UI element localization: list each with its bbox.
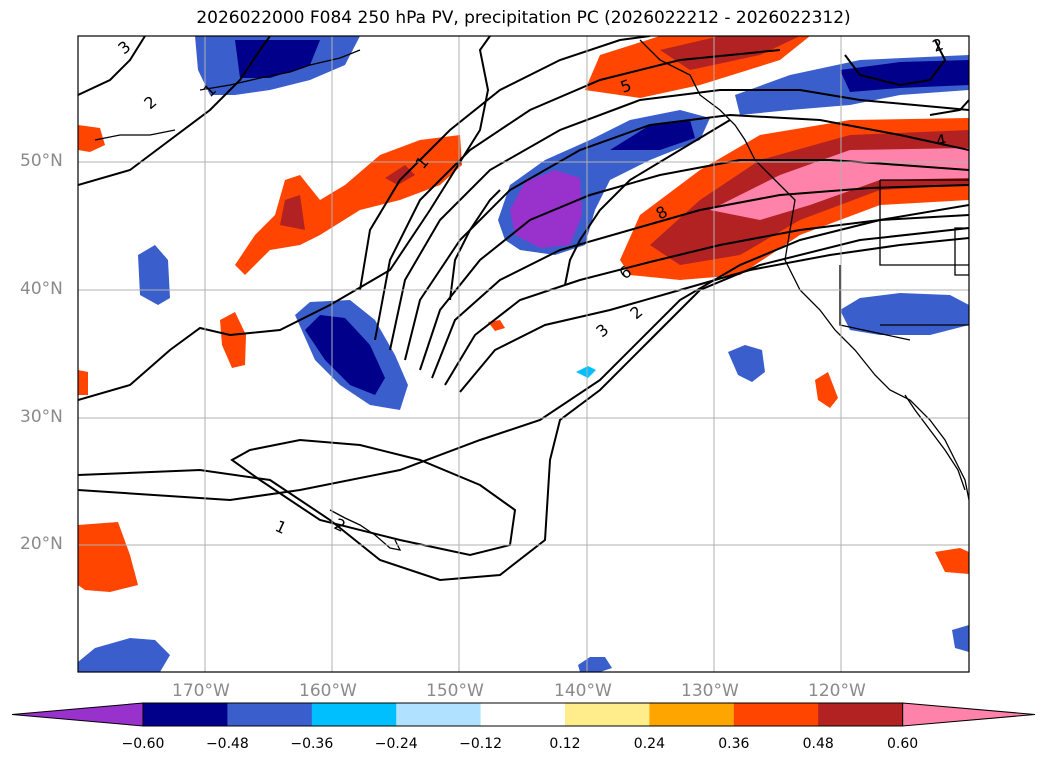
colorbar-segment bbox=[565, 703, 650, 726]
colorbar-tick-label: 0.48 bbox=[802, 736, 834, 752]
lat-label-40n: 40°N bbox=[20, 279, 63, 299]
precip-negative-area bbox=[576, 366, 596, 378]
precip-positive-area bbox=[815, 372, 838, 408]
lon-label-150w: 150°W bbox=[426, 681, 484, 701]
colorbar-segment bbox=[311, 703, 397, 726]
coastline-path bbox=[329, 509, 402, 551]
coastline-path bbox=[839, 265, 911, 341]
lat-label-50n: 50°N bbox=[20, 151, 63, 171]
coastline-path bbox=[954, 227, 969, 276]
precip-positive-area bbox=[280, 195, 305, 230]
precip-negative-area bbox=[840, 60, 969, 92]
coastline bbox=[94, 39, 969, 551]
pv-contour-line bbox=[389, 89, 969, 351]
coastline-path bbox=[639, 39, 969, 501]
precip-negative-area bbox=[78, 638, 170, 672]
colorbar-segment bbox=[396, 703, 482, 726]
pv-contour-line bbox=[844, 39, 947, 87]
colorbar-segment bbox=[733, 703, 819, 726]
map-title: 2026022000 F084 250 hPa PV, precipitatio… bbox=[196, 8, 851, 28]
colorbar-tick-label: 0.60 bbox=[887, 736, 919, 752]
precip-negative-area bbox=[610, 120, 695, 150]
coastline-path bbox=[199, 49, 361, 91]
pv-contour-line bbox=[449, 189, 501, 301]
colorbar-segment bbox=[227, 703, 313, 726]
precip-positive-area bbox=[220, 312, 246, 368]
coastline-path bbox=[879, 180, 969, 266]
lon-label-140w: 140°W bbox=[554, 681, 612, 701]
colorbar-tick-label: 0.24 bbox=[633, 736, 665, 752]
colorbar-extend-max bbox=[902, 702, 1036, 727]
precip-positive-area bbox=[385, 165, 415, 185]
lat-label-20n: 20°N bbox=[20, 534, 63, 554]
lon-label-130w: 130°W bbox=[681, 681, 739, 701]
lon-label-170w: 170°W bbox=[172, 681, 230, 701]
colorbar-tick-label: −0.12 bbox=[459, 736, 503, 752]
coastline-path bbox=[94, 129, 176, 141]
pv-contour-line bbox=[78, 36, 146, 96]
lon-label-120w: 120°W bbox=[808, 681, 866, 701]
lat-label-30n: 30°N bbox=[20, 407, 63, 427]
colorbar bbox=[11, 702, 1036, 727]
coastline-path bbox=[904, 394, 966, 491]
precip-positive-area bbox=[78, 370, 88, 395]
colorbar-segment bbox=[480, 703, 566, 726]
colorbar-segment bbox=[143, 703, 228, 726]
precip-positive-area bbox=[78, 125, 105, 152]
colorbar-segment bbox=[818, 703, 904, 726]
colorbar-tick-label: −0.60 bbox=[121, 736, 165, 752]
colorbar-tick-label: −0.48 bbox=[205, 736, 249, 752]
colorbar-tick-label: 0.36 bbox=[718, 736, 750, 752]
pv-contour-line bbox=[404, 113, 969, 361]
precip-negative-area bbox=[728, 345, 765, 382]
precip-negative-area bbox=[510, 170, 582, 248]
pv-contour-line bbox=[929, 99, 969, 116]
precip-negative-area bbox=[952, 625, 969, 652]
gridlines bbox=[78, 36, 969, 672]
precip-positive-area bbox=[935, 548, 969, 574]
precip-negative-area bbox=[305, 315, 385, 395]
precip-positive-area bbox=[78, 522, 138, 592]
pv-contour-line bbox=[359, 36, 651, 291]
pv-contour-line bbox=[78, 36, 271, 186]
pv-contour-line bbox=[444, 214, 969, 386]
lon-label-160w: 160°W bbox=[299, 681, 357, 701]
colorbar-tick-label: −0.24 bbox=[374, 736, 418, 752]
colorbar-extend-min bbox=[11, 702, 144, 727]
pv-contour-line bbox=[564, 119, 731, 286]
colorbar-tick-label: 0.12 bbox=[549, 736, 581, 752]
contour-label: 4 bbox=[934, 130, 947, 150]
colorbar-segment bbox=[649, 703, 735, 726]
precip-positive-area bbox=[660, 36, 800, 70]
colorbar-frame bbox=[142, 702, 904, 727]
map-frame bbox=[77, 35, 970, 673]
pv-contour-line bbox=[431, 184, 969, 379]
colorbar-tick-label: −0.36 bbox=[290, 736, 334, 752]
pv-contour-line bbox=[78, 227, 969, 582]
